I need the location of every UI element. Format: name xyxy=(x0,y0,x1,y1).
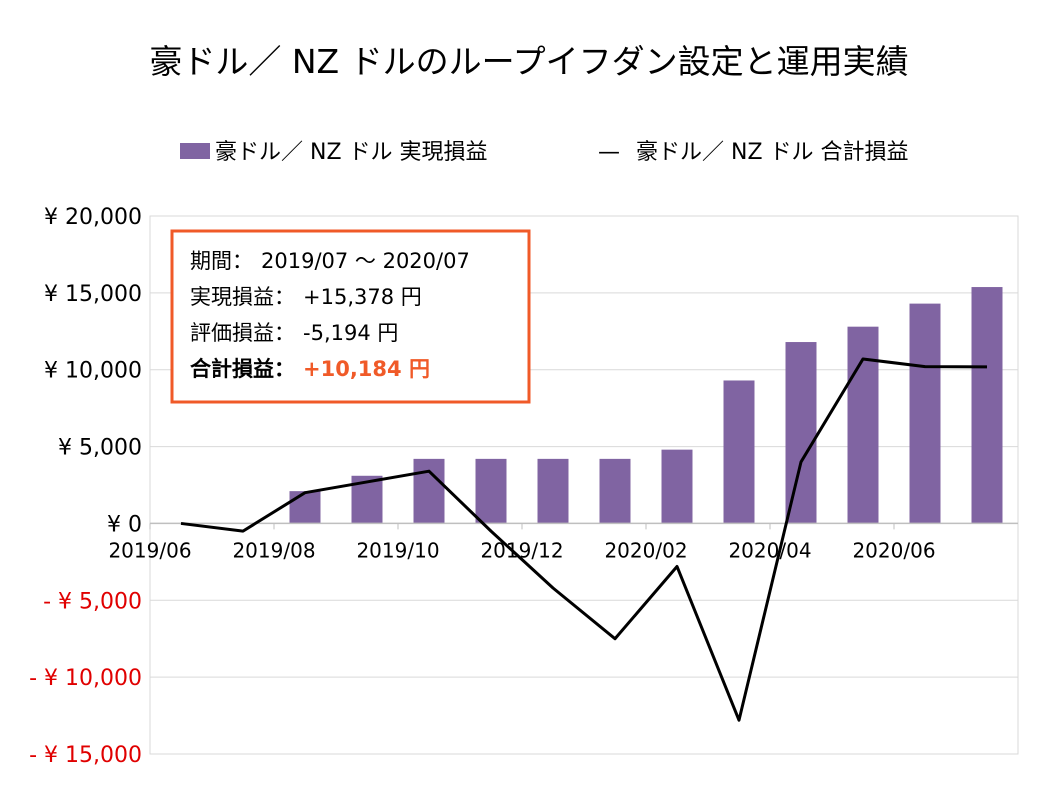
x-tick-label: 2020/04 xyxy=(728,538,811,562)
annotation-line: 評価損益： -5,194 円 xyxy=(190,321,398,345)
x-tick-label: 2020/06 xyxy=(852,538,935,562)
bar xyxy=(909,303,941,524)
y-tick-label: ¥ 0 xyxy=(107,512,142,537)
annotation-label: 期間： xyxy=(190,249,253,273)
y-tick-label: ¥ 20,000 xyxy=(44,205,142,230)
bar xyxy=(413,458,445,524)
x-axis-ticks: 2019/06 2019/08 2019/10 2019/12 2020/02 2020/… xyxy=(108,523,936,562)
x-tick-label: 2019/08 xyxy=(232,538,315,562)
annotation-border xyxy=(170,229,531,404)
bar xyxy=(599,458,631,524)
plot-area: ¥ 20,000 ¥ 15,000 ¥ 10,000 ¥ 5,000 ¥ 0 - ¥ 5,… xyxy=(29,205,1019,768)
bar xyxy=(971,287,1003,524)
annotation-value: -5,194 円 xyxy=(303,321,398,345)
annotation-label: 実現損益： xyxy=(190,285,295,309)
annotation-value: +10,184 円 xyxy=(303,357,430,381)
y-tick-label: - ¥ 10,000 xyxy=(29,666,142,691)
y-axis-ticks: ¥ 20,000 ¥ 15,000 ¥ 10,000 ¥ 5,000 ¥ 0 - ¥ 5,… xyxy=(29,205,142,768)
y-tick-label: ¥ 10,000 xyxy=(44,359,142,384)
legend-bar-swatch xyxy=(180,143,210,159)
bar-series xyxy=(289,287,1003,524)
legend: 豪ドル／ NZ ドル 実現損益 — 豪ドル／ NZ ドル 合計損益 xyxy=(180,140,909,165)
bar xyxy=(785,342,817,524)
legend-line-label: 豪ドル／ NZ ドル 合計損益 xyxy=(636,140,909,165)
legend-line-marker: — xyxy=(598,140,620,165)
y-tick-label: - ¥ 15,000 xyxy=(29,743,142,768)
line-series xyxy=(180,357,988,722)
chart-title: 豪ドル／ NZ ドルのループイフダン設定と運用実績 xyxy=(149,42,908,81)
annotation-line: 合計損益： +10,184 円 xyxy=(190,357,430,381)
bar xyxy=(847,326,879,524)
y-tick-label: ¥ 15,000 xyxy=(44,282,142,307)
bar xyxy=(289,491,321,524)
annotation-value: +15,378 円 xyxy=(303,285,422,309)
annotation-line: 実現損益： +15,378 円 xyxy=(190,285,422,309)
x-tick-label: 2019/06 xyxy=(108,538,191,562)
bar xyxy=(475,458,507,524)
annotation-label: 合計損益： xyxy=(190,357,295,381)
annotation-line: 期間： 2019/07 ～ 2020/07 xyxy=(190,249,470,273)
y-tick-label: - ¥ 5,000 xyxy=(43,589,142,614)
bar xyxy=(723,380,755,524)
x-tick-label: 2020/02 xyxy=(604,538,687,562)
annotation-label: 評価損益： xyxy=(190,321,295,345)
bar xyxy=(537,458,569,524)
x-tick-label: 2019/10 xyxy=(356,538,439,562)
bar xyxy=(661,449,693,524)
y-tick-label: ¥ 5,000 xyxy=(58,436,142,461)
annotation-value: 2019/07 ～ 2020/07 xyxy=(261,249,470,273)
legend-bar-label: 豪ドル／ NZ ドル 実現損益 xyxy=(215,140,488,165)
